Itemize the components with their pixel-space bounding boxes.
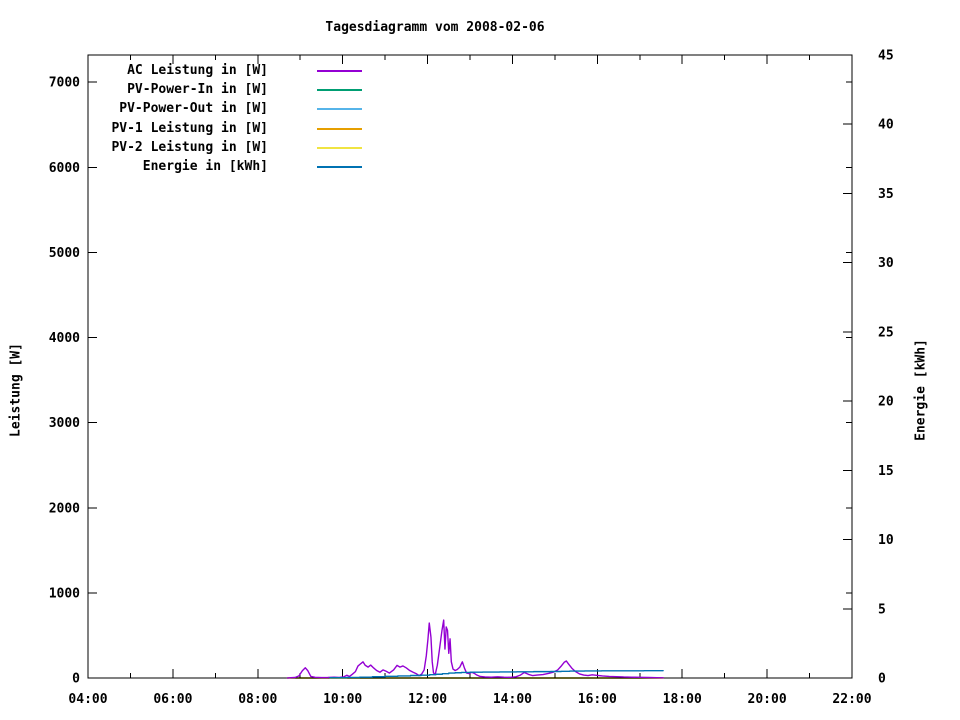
x-tick-label: 14:00 (493, 692, 532, 707)
x-tick-label: 10:00 (323, 692, 362, 707)
y1-tick-label: 2000 (49, 501, 80, 516)
legend-label-1: PV-Power-In in [W] (127, 82, 268, 98)
chart-title: Tagesdiagramm vom 2008-02-06 (325, 20, 545, 35)
legend-label-4: PV-2 Leistung in [W] (111, 139, 268, 155)
legend-line-sample-2 (317, 108, 362, 111)
legend-label-2: PV-Power-Out in [W] (119, 101, 268, 117)
y2-tick-label: 10 (878, 533, 894, 548)
x-tick-label: 12:00 (408, 692, 447, 707)
y1-tick-label: 6000 (49, 161, 80, 176)
y2-tick-label: 15 (878, 464, 894, 479)
series-line-Energie in [kWh] (329, 669, 664, 679)
y2-tick-label: 30 (878, 256, 894, 271)
y2-tick-label: 45 (878, 49, 894, 64)
y2-tick-label: 25 (878, 325, 894, 340)
y2-tick-label: 0 (878, 672, 886, 687)
y1-tick-label: 5000 (49, 246, 80, 261)
legend-line-sample-1 (317, 89, 362, 92)
y2-tick-label: 5 (878, 602, 886, 617)
legend-line-sample-3 (317, 127, 362, 130)
series-line-AC Leistung in [W] (286, 619, 664, 679)
legend-line-sample-0 (317, 70, 362, 72)
x-tick-label: 08:00 (238, 692, 277, 707)
y1-tick-label: 3000 (49, 416, 80, 431)
y1-tick-label: 0 (72, 672, 80, 687)
y1-tick-label: 1000 (49, 586, 80, 601)
legend-label-3: PV-1 Leistung in [W] (111, 120, 268, 136)
legend-label-5: Energie in [kWh] (142, 159, 268, 174)
x-tick-label: 20:00 (748, 692, 787, 707)
x-tick-label: 22:00 (832, 692, 871, 707)
x-tick-label: 06:00 (153, 692, 192, 707)
x-tick-label: 04:00 (68, 692, 107, 707)
y2-tick-label: 20 (878, 395, 894, 410)
legend-line-sample-4 (317, 146, 362, 149)
y1-tick-label: 4000 (49, 331, 80, 346)
y1-tick-label: 7000 (49, 76, 80, 91)
y2-tick-label: 40 (878, 118, 894, 133)
legend-label-0: AC Leistung in [W] (127, 63, 268, 78)
x-tick-label: 18:00 (663, 692, 702, 707)
y2-tick-label: 35 (878, 187, 894, 202)
legend-line-sample-5 (317, 166, 362, 168)
x-tick-label: 16:00 (578, 692, 617, 707)
